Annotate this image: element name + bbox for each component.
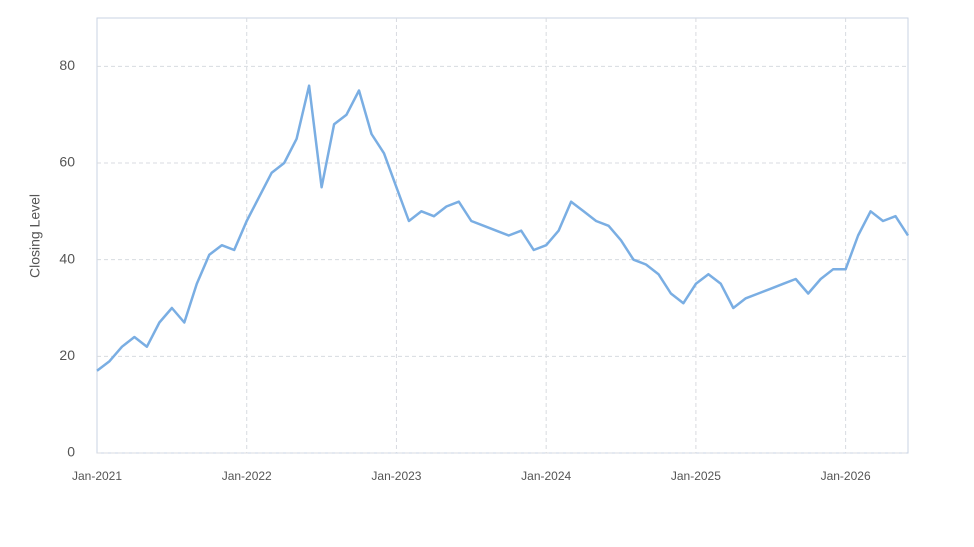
y-tick-label: 20 [59,347,75,363]
x-tick-label: Jan-2026 [821,469,871,483]
y-tick-label: 80 [59,57,75,73]
x-tick-label: Jan-2025 [671,469,721,483]
y-tick-label: 40 [59,250,75,266]
y-axis-label: Closing Level [27,194,43,278]
x-tick-label: Jan-2022 [222,469,272,483]
x-tick-label: Jan-2021 [72,469,122,483]
x-tick-label: Jan-2023 [371,469,421,483]
data-line [96,84,910,372]
plot-frame [96,17,909,454]
x-tick-label: Jan-2024 [521,469,571,483]
y-tick-label: 0 [67,444,75,460]
y-tick-label: 60 [59,154,75,170]
